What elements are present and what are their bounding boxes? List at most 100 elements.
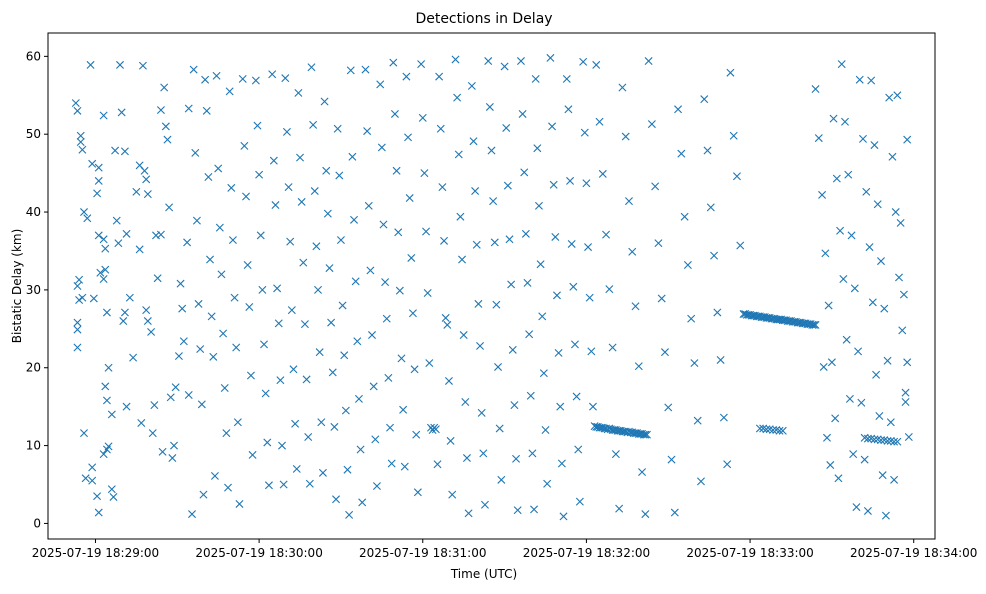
detection-point (204, 173, 213, 182)
detection-point (332, 495, 341, 504)
detection-point (246, 371, 255, 380)
detection-point (225, 87, 234, 96)
detection-point (732, 172, 741, 181)
detection-point (191, 148, 200, 157)
y-axis-label: Bistatic Delay (km) (10, 229, 24, 344)
detection-point (441, 313, 450, 322)
detection-point (595, 117, 604, 126)
detection-point (364, 201, 373, 210)
detection-point (631, 302, 640, 311)
detection-point (880, 304, 889, 313)
detection-point (281, 74, 290, 83)
detection-point (120, 308, 129, 317)
detection-point (101, 382, 110, 391)
detection-point (258, 285, 267, 294)
detection-point (693, 416, 702, 425)
detection-point (530, 505, 539, 514)
detection-point (456, 212, 465, 221)
detection-point (268, 70, 277, 79)
detection-point (94, 176, 103, 185)
detection-point (76, 131, 85, 140)
detection-point (276, 376, 285, 385)
detection-point (153, 274, 162, 283)
detection-point (762, 425, 771, 434)
detection-point (510, 401, 519, 410)
detection-point (904, 433, 913, 442)
plot-frame (47, 32, 936, 540)
detection-point (893, 437, 902, 446)
detection-point (279, 480, 288, 489)
x-axis-label: Time (UTC) (450, 567, 517, 581)
detection-point (534, 201, 543, 210)
detection-point (849, 450, 858, 459)
detection-point (818, 190, 827, 199)
detection-point (348, 152, 357, 161)
detection-point (464, 509, 473, 518)
detection-point (245, 303, 254, 312)
detection-point (80, 429, 88, 438)
x-tick-label: 2025-07-19 18:34:00 (850, 546, 977, 560)
detection-point (572, 392, 581, 401)
x-tick-label: 2025-07-19 18:32:00 (523, 546, 650, 560)
detection-point (232, 343, 241, 352)
detection-point (587, 347, 596, 356)
detection-point (768, 426, 777, 435)
detection-point (328, 368, 337, 377)
detection-point (282, 127, 291, 136)
detection-point (189, 65, 198, 74)
detection-point (899, 290, 908, 299)
detection-point (291, 419, 300, 428)
detection-point (870, 141, 879, 150)
detection-point (621, 132, 630, 141)
detection-point (778, 426, 787, 435)
detection-point (271, 201, 280, 210)
detection-point (148, 429, 157, 438)
detection-point (192, 216, 201, 225)
detection-point (242, 192, 251, 201)
detection-point (320, 97, 329, 106)
detection-point (138, 61, 147, 70)
detection-point (122, 229, 131, 238)
detection-point (86, 60, 95, 69)
detection-point (476, 341, 485, 350)
detection-point (345, 510, 354, 519)
detection-point (366, 266, 375, 275)
detection-point (137, 419, 146, 427)
detection-point (505, 235, 514, 244)
detection-point (309, 120, 318, 129)
detection-point (102, 308, 111, 317)
detection-point (520, 168, 529, 177)
detection-point (318, 468, 327, 477)
detection-point (363, 127, 372, 136)
detection-point (390, 109, 399, 118)
detection-point (454, 150, 463, 159)
detection-point (582, 179, 591, 188)
detection-point (199, 490, 208, 499)
detection-point (338, 301, 347, 310)
detection-point (566, 176, 575, 185)
detection-point (96, 268, 105, 277)
detection-point (222, 429, 231, 438)
detection-point (94, 508, 103, 517)
detection-point (872, 370, 881, 379)
x-tick-label: 2025-07-19 18:29:00 (32, 546, 159, 560)
detection-point (88, 463, 97, 472)
detection-point (207, 312, 216, 321)
detection-point (402, 72, 411, 81)
detection-point (410, 365, 419, 374)
detection-point (878, 471, 887, 480)
detection-point (877, 436, 885, 445)
detection-point (300, 320, 309, 329)
detection-point (687, 314, 696, 323)
detection-point (484, 57, 493, 66)
x-tick-label: 2025-07-19 18:31:00 (359, 546, 486, 560)
detection-point (860, 455, 869, 464)
detection-point (104, 363, 113, 372)
detection-point (156, 106, 165, 115)
detection-point (867, 76, 876, 85)
y-tick-label: 0 (33, 516, 41, 530)
detection-point (71, 99, 80, 108)
detection-point (479, 449, 488, 458)
detection-point (294, 88, 303, 97)
